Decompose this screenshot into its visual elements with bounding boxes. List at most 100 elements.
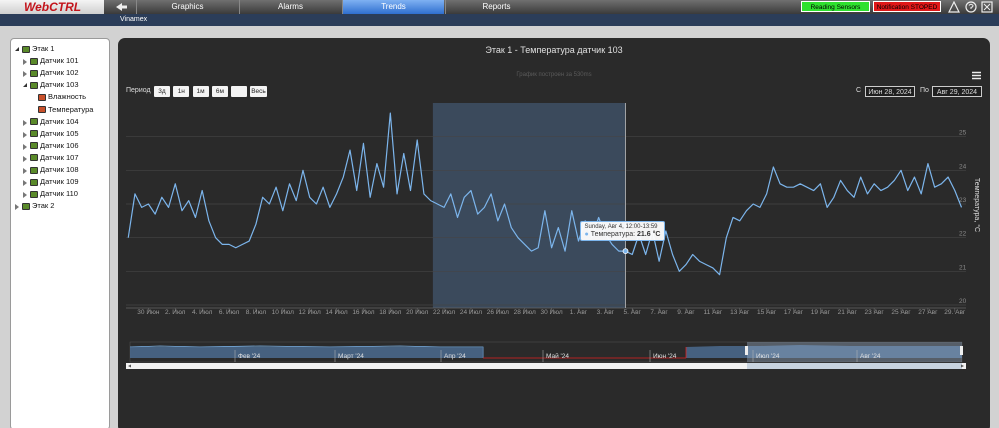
tree-node[interactable]: Датчик 107 [40,152,79,162]
y-tick-label: 22 [959,231,967,238]
x-tick-label: 18 Июл [379,309,402,316]
navigator-labels: Фев '24 Март '24 Апр '24 Май '24 Июн '24 Июл … [234,350,881,362]
back-arrow[interactable] [114,2,128,12]
x-tick-label: 22 Июл [432,309,456,316]
range-button[interactable]: 1м [192,86,209,97]
tree-node[interactable]: Температура [48,104,94,114]
node-icon [30,142,38,150]
tooltip-label: Температура: [590,231,636,239]
toolbar-icons[interactable] [948,1,994,13]
x-tick-label: 29. Авг [944,309,966,316]
expander[interactable] [23,83,27,88]
y-axis-title: Температура, °C [973,178,981,232]
tree-node[interactable]: Этак 1 [32,44,55,53]
x-tick-label: 9. Авг [677,309,695,316]
status-button[interactable]: Reading Sensors [801,1,870,12]
x-tick-label: 10 Июл [271,309,294,316]
y-tick-label: 24 [959,163,967,170]
navigator-label: Апр '24 [444,353,466,360]
y-tick-label: 20 [959,298,967,305]
x-tick-label: 27 Авг [918,309,938,316]
tree-node[interactable]: Датчик 106 [40,140,79,150]
tree-node[interactable]: Датчик 102 [40,68,79,78]
x-tick-label: 13 Авг [730,309,750,316]
x-tick-label: 2. Июл [165,309,186,316]
chart-subtitle: График построен за 530ms [516,72,591,78]
expander[interactable] [23,192,27,199]
expander[interactable] [15,204,19,211]
x-tick-label: 26 Июл [486,309,509,316]
logo[interactable]: WebCTRL [0,0,104,14]
expander[interactable] [15,47,19,51]
x-tick-label: 6. Июл [218,309,240,316]
navigator-label: Фев '24 [238,353,261,360]
from-input[interactable]: Июн 28, 2024 [865,86,915,97]
location: Vinamex [120,16,148,23]
node-icon [30,154,38,162]
range-button[interactable]: 1н [173,86,190,97]
y-tick-label: 23 [959,197,967,204]
expander[interactable] [23,180,27,187]
node-icon [30,178,38,186]
node-icon [30,166,38,174]
expander[interactable] [23,168,27,174]
tree-node[interactable]: Датчик 104 [40,116,79,126]
range-button[interactable]: 6м [211,86,228,97]
nav-tab[interactable]: Alarms [239,0,341,14]
expander[interactable] [23,59,27,66]
range-label: Период [126,87,151,94]
nav-tab[interactable]: Graphics [136,0,238,14]
x-tick-label: 30 Июл [540,309,563,316]
nav-tab[interactable]: Reports [445,0,547,14]
navigator [126,341,966,369]
node-icon [30,130,38,138]
navigator-label: Июн '24 [653,353,677,360]
tree-node[interactable]: Датчик 101 [40,56,79,66]
expander[interactable] [23,71,27,78]
expander[interactable] [23,143,27,150]
hover-point [622,248,629,255]
x-tick-label: 5. Авг [623,309,641,316]
node-icon [38,93,46,101]
tree-node[interactable]: Этак 2 [32,201,55,211]
range-button[interactable]: 3д [154,86,170,97]
x-tick-label: 28 Июл [513,309,536,316]
x-tick-label: 19 Авг [810,309,830,316]
top-bar [0,0,999,14]
y-tick-label: 21 [959,264,967,271]
node-icon [30,118,38,126]
from-label: С [856,87,862,94]
tree-node[interactable]: Датчик 109 [40,177,79,187]
status-button[interactable]: Notification STOPED [873,1,941,12]
x-tick-label: 8. Июл [245,309,267,316]
x-tick-label: 30 Июн [137,309,160,316]
range-button[interactable] [231,86,247,97]
tree-node[interactable]: Датчик 110 [40,189,78,199]
location-bar: Vinamex [0,14,999,26]
range-button[interactable]: Весь [250,86,267,97]
x-tick-label: 7. Авг [650,309,668,316]
tree-node[interactable]: Датчик 103 [40,80,79,90]
x-tick-label: 14 Июл [325,309,348,316]
x-tick-label: 11 Авг [703,309,723,316]
x-tick-label: 21 Авг [837,309,857,316]
navigator-label: Авг '24 [860,353,881,360]
node-icon [30,57,38,65]
expander[interactable] [23,155,27,162]
tree-node[interactable]: Датчик 108 [40,165,79,174]
x-tick-label: 25 Авг [891,309,911,316]
expander[interactable] [23,131,27,138]
tree-node[interactable]: Датчик 105 [40,128,79,138]
tooltip-value: 21.6 °C [637,231,661,239]
menu-button[interactable] [970,70,983,81]
to-input[interactable]: Авг 29, 2024 [932,86,982,97]
node-icon [30,190,38,198]
nav-tab[interactable]: Trends [342,0,444,14]
node-icon [22,202,30,210]
chart-title: Этак 1 - Температура датчик 103 [485,45,622,55]
x-tick-label: 24 Июл [459,309,483,316]
expander[interactable] [23,119,27,126]
tree-node[interactable]: Влажность [48,92,86,102]
